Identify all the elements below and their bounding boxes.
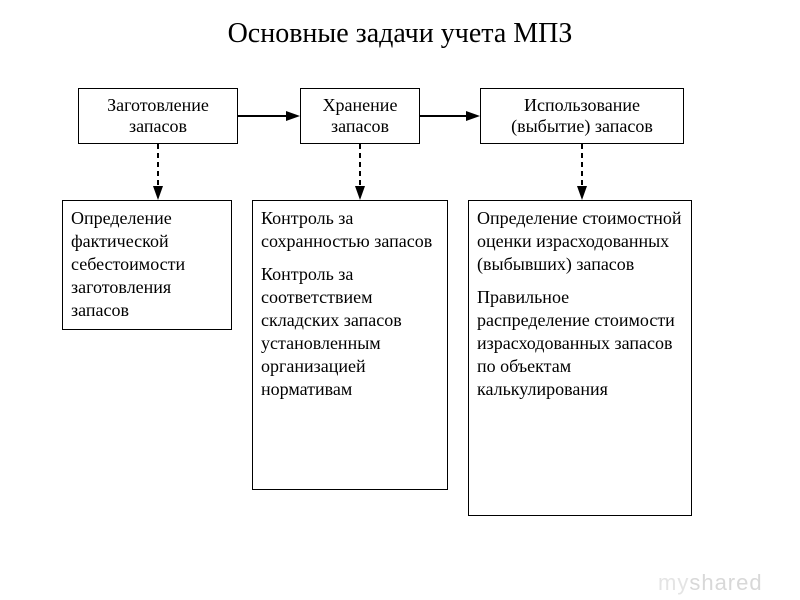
page-title: Основные задачи учета МПЗ — [120, 18, 680, 50]
node-controls: Контроль за сохранностью запасов Контроль… — [252, 200, 448, 490]
node-procurement: Заготовлениезапасов — [78, 88, 238, 144]
node-paragraph: Контроль за соответствием складских запа… — [261, 263, 439, 401]
node-line: запасов — [129, 116, 187, 137]
watermark-my: my — [658, 570, 689, 595]
node-line: Заготовление — [107, 95, 209, 116]
node-storage: Хранениезапасов — [300, 88, 420, 144]
node-line: Использование — [524, 95, 640, 116]
node-usage: Использование(выбытие) запасов — [480, 88, 684, 144]
node-paragraph: Определение фактической себестоимости за… — [71, 207, 223, 322]
node-line: Хранение — [323, 95, 398, 116]
node-paragraph: Правильное распределение стоимости израс… — [477, 286, 683, 401]
node-paragraph: Определение стоимостной оценки израсходо… — [477, 207, 683, 276]
node-line: (выбытие) запасов — [511, 116, 653, 137]
node-cost-determination: Определение фактической себестоимости за… — [62, 200, 232, 330]
watermark: myshared — [658, 570, 763, 596]
node-paragraph: Контроль за сохранностью запасов — [261, 207, 439, 253]
node-valuation-distribution: Определение стоимостной оценки израсходо… — [468, 200, 692, 516]
node-line: запасов — [331, 116, 389, 137]
watermark-shared: shared — [689, 570, 762, 595]
